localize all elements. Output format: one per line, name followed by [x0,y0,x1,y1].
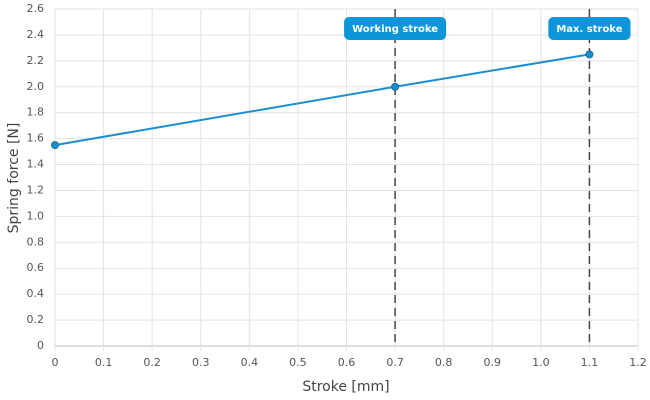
x-tick-label: 0.7 [386,356,404,369]
x-tick-label: 0.4 [241,356,259,369]
y-axis-label: Spring force [N] [6,123,22,234]
marker-label: Max. stroke [548,17,631,40]
y-tick-label: 2.4 [27,28,45,41]
x-tick-label: 0.1 [95,356,113,369]
y-tick-label: 0 [37,339,44,352]
data-point [585,50,594,59]
y-tick-label: 1.2 [27,183,45,196]
x-tick-label: 0 [52,356,59,369]
marker-label-box [548,17,631,40]
marker-label-text: Working stroke [352,24,438,35]
y-tick-label: 0.6 [27,261,45,274]
x-axis-label: Stroke [mm] [302,379,389,395]
series-line [54,53,590,147]
marker-label-box [344,17,447,40]
y-tick-label: 2.2 [27,54,45,67]
y-tick-label: 2.6 [27,2,45,15]
x-tick-label: 1.2 [629,356,647,369]
y-tick-label: 1.4 [27,158,45,171]
x-tick-label: 0.9 [484,356,502,369]
x-tick-label: 1.0 [532,356,550,369]
x-tick-label: 0.5 [289,356,307,369]
y-tick-label: 0.8 [27,235,45,248]
data-point [391,82,400,91]
x-tick-label: 0.3 [192,356,210,369]
y-tick-label: 1.8 [27,106,45,119]
x-tick-label: 1.1 [581,356,599,369]
y-tick-label: 1.0 [27,209,45,222]
y-tick-label: 0.2 [27,313,45,326]
marker-label: Working stroke [344,17,447,40]
x-tick-label: 0.2 [143,356,161,369]
y-tick-label: 2.0 [27,80,45,93]
y-tick-label: 1.6 [27,132,45,145]
y-tick-label: 0.4 [27,287,45,300]
data-point [51,141,59,150]
marker-label-text: Max. stroke [556,24,622,35]
x-tick-label: 0.6 [338,356,356,369]
x-tick-label: 0.8 [435,356,453,369]
